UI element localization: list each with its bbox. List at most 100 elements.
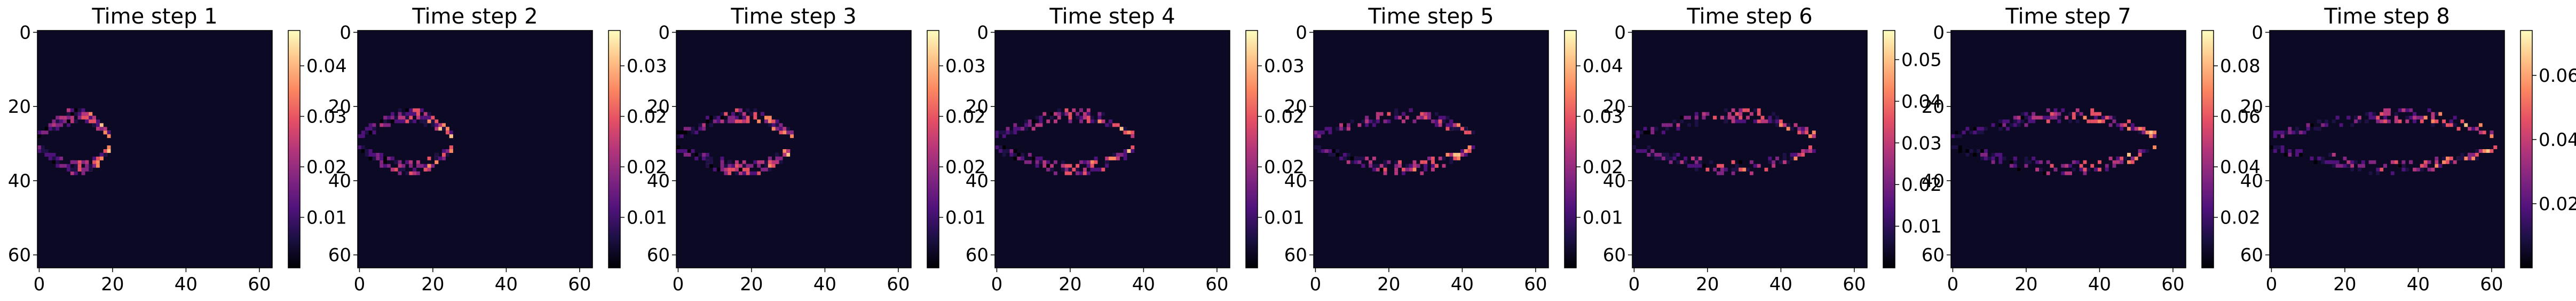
heatmap-cell <box>1665 156 1669 160</box>
heatmap-cell <box>70 160 74 164</box>
heatmap-cell <box>1650 152 1655 157</box>
heatmap-cell <box>442 149 446 153</box>
heatmap-cell <box>1387 112 1391 116</box>
heatmap-cell <box>1965 127 1970 131</box>
heatmap-cell <box>2490 134 2494 138</box>
heatmap-cell <box>1354 156 1358 160</box>
heatmap-cell <box>2002 123 2006 127</box>
heatmap-cell <box>1328 127 1332 131</box>
heatmap-cell <box>2024 115 2028 120</box>
heatmap-cell <box>423 119 428 124</box>
heatmap-cell <box>368 149 373 153</box>
heatmap-cell <box>775 156 779 160</box>
heatmap-cell <box>753 160 757 164</box>
heatmap-cell <box>2435 112 2439 116</box>
heatmap-cell <box>1336 127 1340 131</box>
heatmap-cell <box>99 127 104 131</box>
x-tick-label: 60 <box>887 274 910 295</box>
heatmap-cell <box>2368 112 2373 116</box>
heatmap-cell <box>1372 119 1376 124</box>
heatmap-cell <box>1372 156 1376 160</box>
heatmap-cell <box>398 108 402 112</box>
heatmap-cell <box>2328 152 2332 157</box>
heatmap-cell <box>1991 123 1995 127</box>
heatmap-cell <box>713 119 717 124</box>
heatmap-cell <box>2028 160 2032 164</box>
heatmap-cell <box>1438 115 1442 120</box>
heatmap-cell <box>1101 119 1105 124</box>
heatmap-cell <box>1772 164 1776 168</box>
heatmap-cell <box>1097 167 1102 172</box>
y-tick-label: 40 <box>2240 171 2263 192</box>
heatmap-cell <box>1991 156 1995 160</box>
heatmap-cell <box>1402 171 1405 175</box>
heatmap-cell <box>1717 171 1720 175</box>
heatmap-cell <box>2145 149 2150 153</box>
heatmap-cell <box>1442 119 1446 124</box>
heatmap-cell <box>2453 160 2457 164</box>
y-tick-label: 0 <box>19 22 31 43</box>
heatmap-cell <box>786 152 791 157</box>
y-tick-label: 60 <box>2240 245 2263 266</box>
heatmap-cell <box>1123 127 1127 131</box>
heatmap-cell <box>676 134 680 138</box>
heatmap-cell <box>2288 127 2292 131</box>
heatmap-cell <box>1409 167 1413 172</box>
heatmap-cell <box>74 167 78 172</box>
heatmap-cell <box>2310 123 2314 127</box>
heatmap-cells <box>1632 108 1816 175</box>
colorbar-tick-label: 0.02 <box>306 157 347 178</box>
heatmap-cell <box>56 127 60 131</box>
heatmap-cell <box>691 130 695 135</box>
heatmap-cell <box>2490 130 2494 135</box>
y-tick-label: 40 <box>8 171 31 192</box>
heatmap-cell <box>1438 119 1442 124</box>
heatmap-cell <box>1083 160 1087 164</box>
heatmap-cell <box>420 108 424 112</box>
heatmap-cell <box>735 115 739 120</box>
heatmap-cell <box>1079 160 1083 164</box>
heatmap-cell <box>420 164 424 168</box>
heatmap-cell <box>89 167 93 172</box>
heatmap-cell <box>1980 130 1984 135</box>
heatmap-cell <box>783 152 787 157</box>
heatmap-cell <box>1460 127 1464 131</box>
heatmap-cell <box>1094 160 1098 164</box>
heatmap-cell <box>1434 119 1439 124</box>
heatmap-cell <box>67 164 70 168</box>
colorbar-tick-label: 0.02 <box>627 106 667 128</box>
heatmap-cell <box>1324 127 1329 131</box>
heatmap-cell <box>1782 160 1787 164</box>
heatmap-cell <box>698 123 702 127</box>
heatmap-cell <box>1412 167 1417 172</box>
heatmap-cell <box>434 156 439 160</box>
heatmap-cell <box>2017 119 2021 124</box>
heatmap-cell <box>52 156 56 160</box>
heatmap-cell <box>2317 156 2321 160</box>
heatmap-cell <box>735 119 739 124</box>
heatmap-cell <box>1076 167 1080 172</box>
heatmap-cell <box>63 119 67 124</box>
axes-frame <box>994 30 1230 268</box>
heatmap-cell <box>2046 115 2050 120</box>
heatmap-cell <box>1772 160 1776 164</box>
heatmap-cell <box>724 112 728 116</box>
heatmap-cell <box>2032 119 2036 124</box>
heatmap-cell <box>1357 160 1362 164</box>
heatmap-cell <box>1779 123 1783 127</box>
heatmap-cell <box>2471 152 2475 157</box>
heatmap-cell <box>1984 152 1988 157</box>
heatmap-cell <box>2368 171 2373 175</box>
heatmap-cell <box>2288 149 2292 153</box>
heatmap-cell <box>376 152 380 157</box>
heatmap-cell <box>1698 164 1702 168</box>
heatmap-cell <box>1786 127 1790 131</box>
heatmap-cell <box>1321 130 1325 135</box>
heatmap-cell <box>2387 119 2391 124</box>
heatmap-cell <box>2313 127 2318 131</box>
heatmap-cell <box>96 127 100 131</box>
heatmap-cell <box>2153 130 2156 135</box>
heatmap-cell <box>2490 149 2494 153</box>
colorbar <box>2201 30 2214 268</box>
heatmap-cell <box>702 123 706 127</box>
